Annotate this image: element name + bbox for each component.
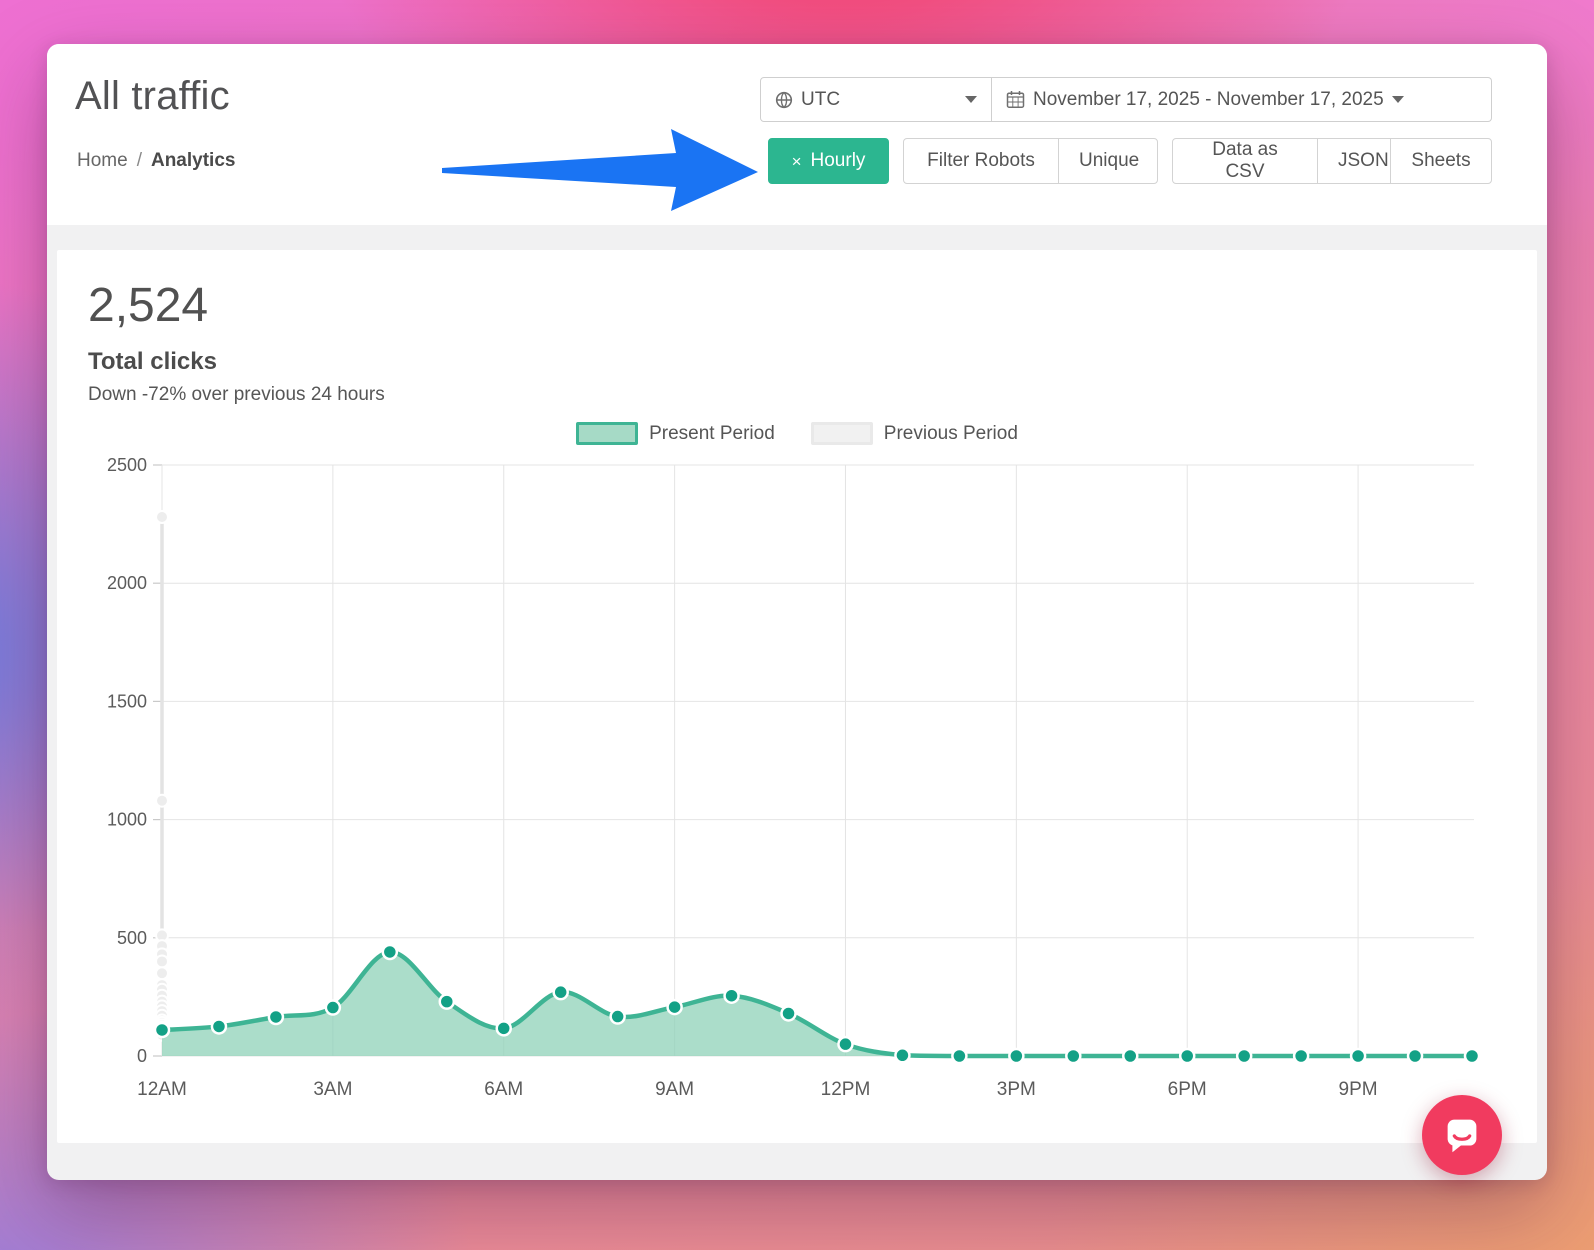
hourly-filter-label: Hourly xyxy=(810,150,866,171)
data-as-csv-button[interactable]: Data as CSV xyxy=(1172,138,1318,184)
calendar-icon xyxy=(1006,91,1025,108)
breadcrumb-home-link[interactable]: Home xyxy=(77,150,128,171)
svg-text:6PM: 6PM xyxy=(1168,1079,1207,1100)
total-clicks-value: 2,524 xyxy=(88,279,209,332)
page-title: All traffic xyxy=(75,74,230,118)
svg-text:6AM: 6AM xyxy=(484,1079,523,1100)
chat-bubble-icon xyxy=(1447,1119,1477,1153)
remove-filter-icon[interactable]: × xyxy=(791,151,802,171)
svg-text:12PM: 12PM xyxy=(821,1079,871,1100)
breadcrumb: Home / Analytics xyxy=(77,150,235,172)
chevron-down-icon xyxy=(965,96,977,103)
svg-text:0: 0 xyxy=(137,1046,147,1066)
svg-text:2500: 2500 xyxy=(107,455,147,475)
legend-present-label: Present Period xyxy=(649,422,775,444)
svg-text:3PM: 3PM xyxy=(997,1079,1036,1100)
svg-text:3AM: 3AM xyxy=(313,1079,352,1100)
total-clicks-label: Total clicks xyxy=(88,348,217,375)
present-period-swatch xyxy=(576,422,639,445)
svg-text:9PM: 9PM xyxy=(1339,1079,1378,1100)
annotation-arrow-icon xyxy=(442,129,758,211)
breadcrumb-current: Analytics xyxy=(150,150,236,171)
svg-text:12AM: 12AM xyxy=(137,1079,187,1100)
date-range-picker[interactable]: November 17, 2025 - November 17, 2025 xyxy=(992,77,1492,122)
date-range-value: November 17, 2025 - November 17, 2025 xyxy=(1033,88,1384,110)
toolbar-buttons: × Hourly Filter Robots Unique Data as CS… xyxy=(768,138,1492,184)
sheets-button[interactable]: Sheets xyxy=(1390,138,1492,184)
change-summary: Down -72% over previous 24 hours xyxy=(88,384,385,405)
hourly-filter-button[interactable]: × Hourly xyxy=(768,138,889,184)
svg-text:1500: 1500 xyxy=(107,691,147,711)
legend-previous-period[interactable]: Previous Period xyxy=(810,422,1018,445)
unique-button[interactable]: Unique xyxy=(1058,138,1158,184)
timezone-select[interactable]: UTC xyxy=(760,77,992,122)
export-button-group: Data as CSV JSON Sheets xyxy=(1172,138,1492,184)
chart-panel: 2,524 Total clicks Down -72% over previo… xyxy=(57,250,1537,1143)
globe-icon xyxy=(775,91,793,108)
traffic-chart[interactable]: 0 500 1000 1500 2000 2500 12AM 3AM 6AM 9AM 12PM 3PM… xyxy=(57,455,1537,1110)
toolbar-selects: UTC November 17, 2025 - November 17, 202… xyxy=(760,77,1492,122)
intercom-launcher-button[interactable] xyxy=(1422,1095,1502,1175)
main-card: All traffic Home / Analytics UTC xyxy=(47,44,1547,1180)
chevron-down-icon xyxy=(1391,96,1404,103)
timezone-value: UTC xyxy=(801,88,841,110)
svg-text:500: 500 xyxy=(117,928,147,948)
previous-period-swatch xyxy=(810,422,873,445)
header: All traffic Home / Analytics UTC xyxy=(47,44,1547,225)
filter-button-group: Filter Robots Unique xyxy=(903,138,1158,184)
svg-text:1000: 1000 xyxy=(107,810,147,830)
breadcrumb-separator: / xyxy=(136,150,142,171)
svg-text:9AM: 9AM xyxy=(655,1079,694,1100)
legend-present-period[interactable]: Present Period xyxy=(576,422,775,445)
svg-text:2000: 2000 xyxy=(107,573,147,593)
json-button[interactable]: JSON xyxy=(1317,138,1391,184)
chart-legend: Present Period Previous Period xyxy=(57,422,1537,445)
filter-robots-button[interactable]: Filter Robots xyxy=(903,138,1059,184)
legend-previous-label: Previous Period xyxy=(883,422,1018,444)
